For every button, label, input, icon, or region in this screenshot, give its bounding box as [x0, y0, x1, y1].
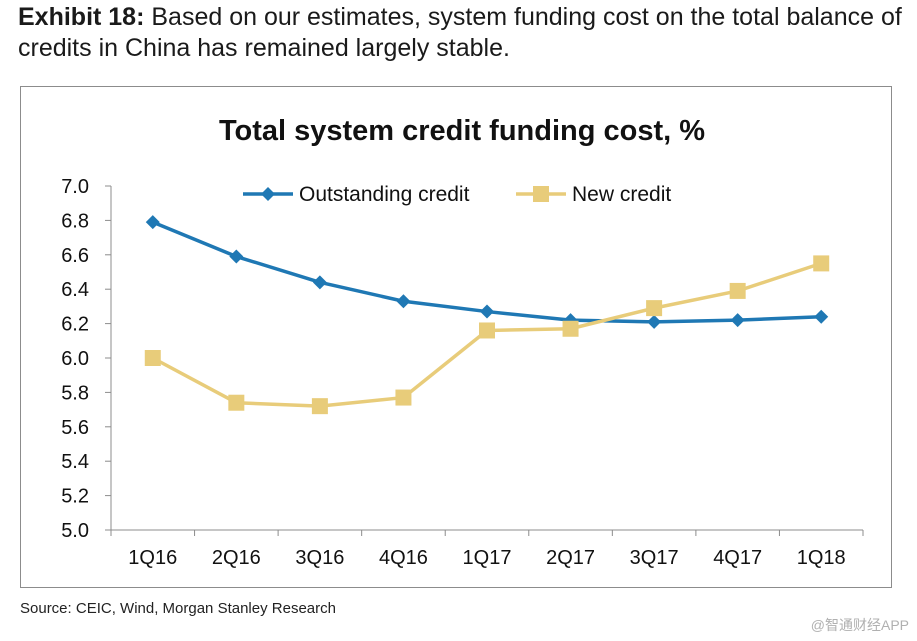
legend-label: New credit: [572, 183, 671, 206]
x-tick-label: 3Q17: [630, 547, 679, 569]
data-point-square: [533, 186, 549, 202]
x-tick-label: 1Q18: [797, 547, 846, 569]
series-outstanding-credit: [145, 215, 829, 329]
data-point-square: [311, 398, 328, 415]
x-tick-label: 2Q16: [212, 547, 261, 569]
data-point-square: [562, 320, 579, 337]
x-tick-label: 4Q16: [379, 547, 428, 569]
legend: Outstanding credit New credit: [243, 183, 671, 206]
data-point-diamond: [145, 215, 160, 230]
data-point-diamond: [312, 275, 327, 290]
y-tick-label: 6.0: [61, 348, 89, 370]
x-tick-label: 1Q17: [463, 547, 512, 569]
data-point-square: [228, 394, 245, 411]
watermark: @智通财经APP: [810, 617, 909, 633]
legend-label: Outstanding credit: [299, 183, 470, 206]
data-point-diamond: [480, 304, 494, 319]
x-tick-label: 1Q16: [128, 547, 177, 569]
legend-item: Outstanding credit: [243, 183, 470, 206]
exhibit-text: Based on our estimates, system funding c…: [18, 3, 902, 62]
series-new-credit: [144, 255, 830, 415]
exhibit-title: Exhibit 18: Based on our estimates, syst…: [18, 2, 908, 64]
x-tick-label: 2Q17: [546, 547, 595, 569]
line-chart: Total system credit funding cost, % 5.05…: [61, 115, 864, 569]
data-point-diamond: [647, 314, 662, 329]
data-point-square: [395, 389, 412, 406]
data-point-diamond: [261, 187, 275, 201]
chart-title: Total system credit funding cost, %: [219, 115, 705, 147]
data-point-diamond: [814, 309, 829, 324]
x-tick-label: 4Q17: [713, 547, 762, 569]
data-point-diamond: [229, 249, 244, 264]
y-tick-label: 5.2: [61, 486, 89, 508]
y-tick-label: 6.6: [61, 245, 89, 267]
x-tick-label: 3Q16: [295, 547, 344, 569]
exhibit-label: Exhibit 18:: [18, 3, 145, 31]
data-point-square: [144, 350, 161, 366]
y-tick-label: 6.4: [61, 279, 89, 301]
data-point-square: [479, 322, 495, 339]
y-tick-label: 5.0: [61, 520, 89, 542]
data-point-diamond: [730, 313, 745, 328]
series-layer: [144, 215, 830, 415]
data-point-square: [729, 282, 746, 299]
y-tick-label: 6.8: [61, 210, 89, 232]
data-point-diamond: [396, 294, 411, 309]
y-tick-label: 7.0: [61, 176, 89, 198]
chart-frame: Total system credit funding cost, % 5.0 5…: [20, 86, 892, 588]
y-tick-label: 6.2: [61, 314, 89, 336]
data-point-square: [813, 255, 830, 272]
source-note: Source: CEIC, Wind, Morgan Stanley Resea…: [20, 600, 336, 617]
y-tick-label: 5.4: [61, 451, 89, 473]
data-point-square: [646, 300, 663, 317]
y-tick-label: 5.6: [61, 417, 89, 439]
legend-item: New credit: [516, 183, 671, 206]
axes: 5.0 5.2 5.4 5.6 5.8 6.0 6.2 6.4 6.6 6.8 7.0 1Q16 2Q1…: [61, 176, 864, 569]
y-tick-label: 5.8: [61, 382, 89, 404]
